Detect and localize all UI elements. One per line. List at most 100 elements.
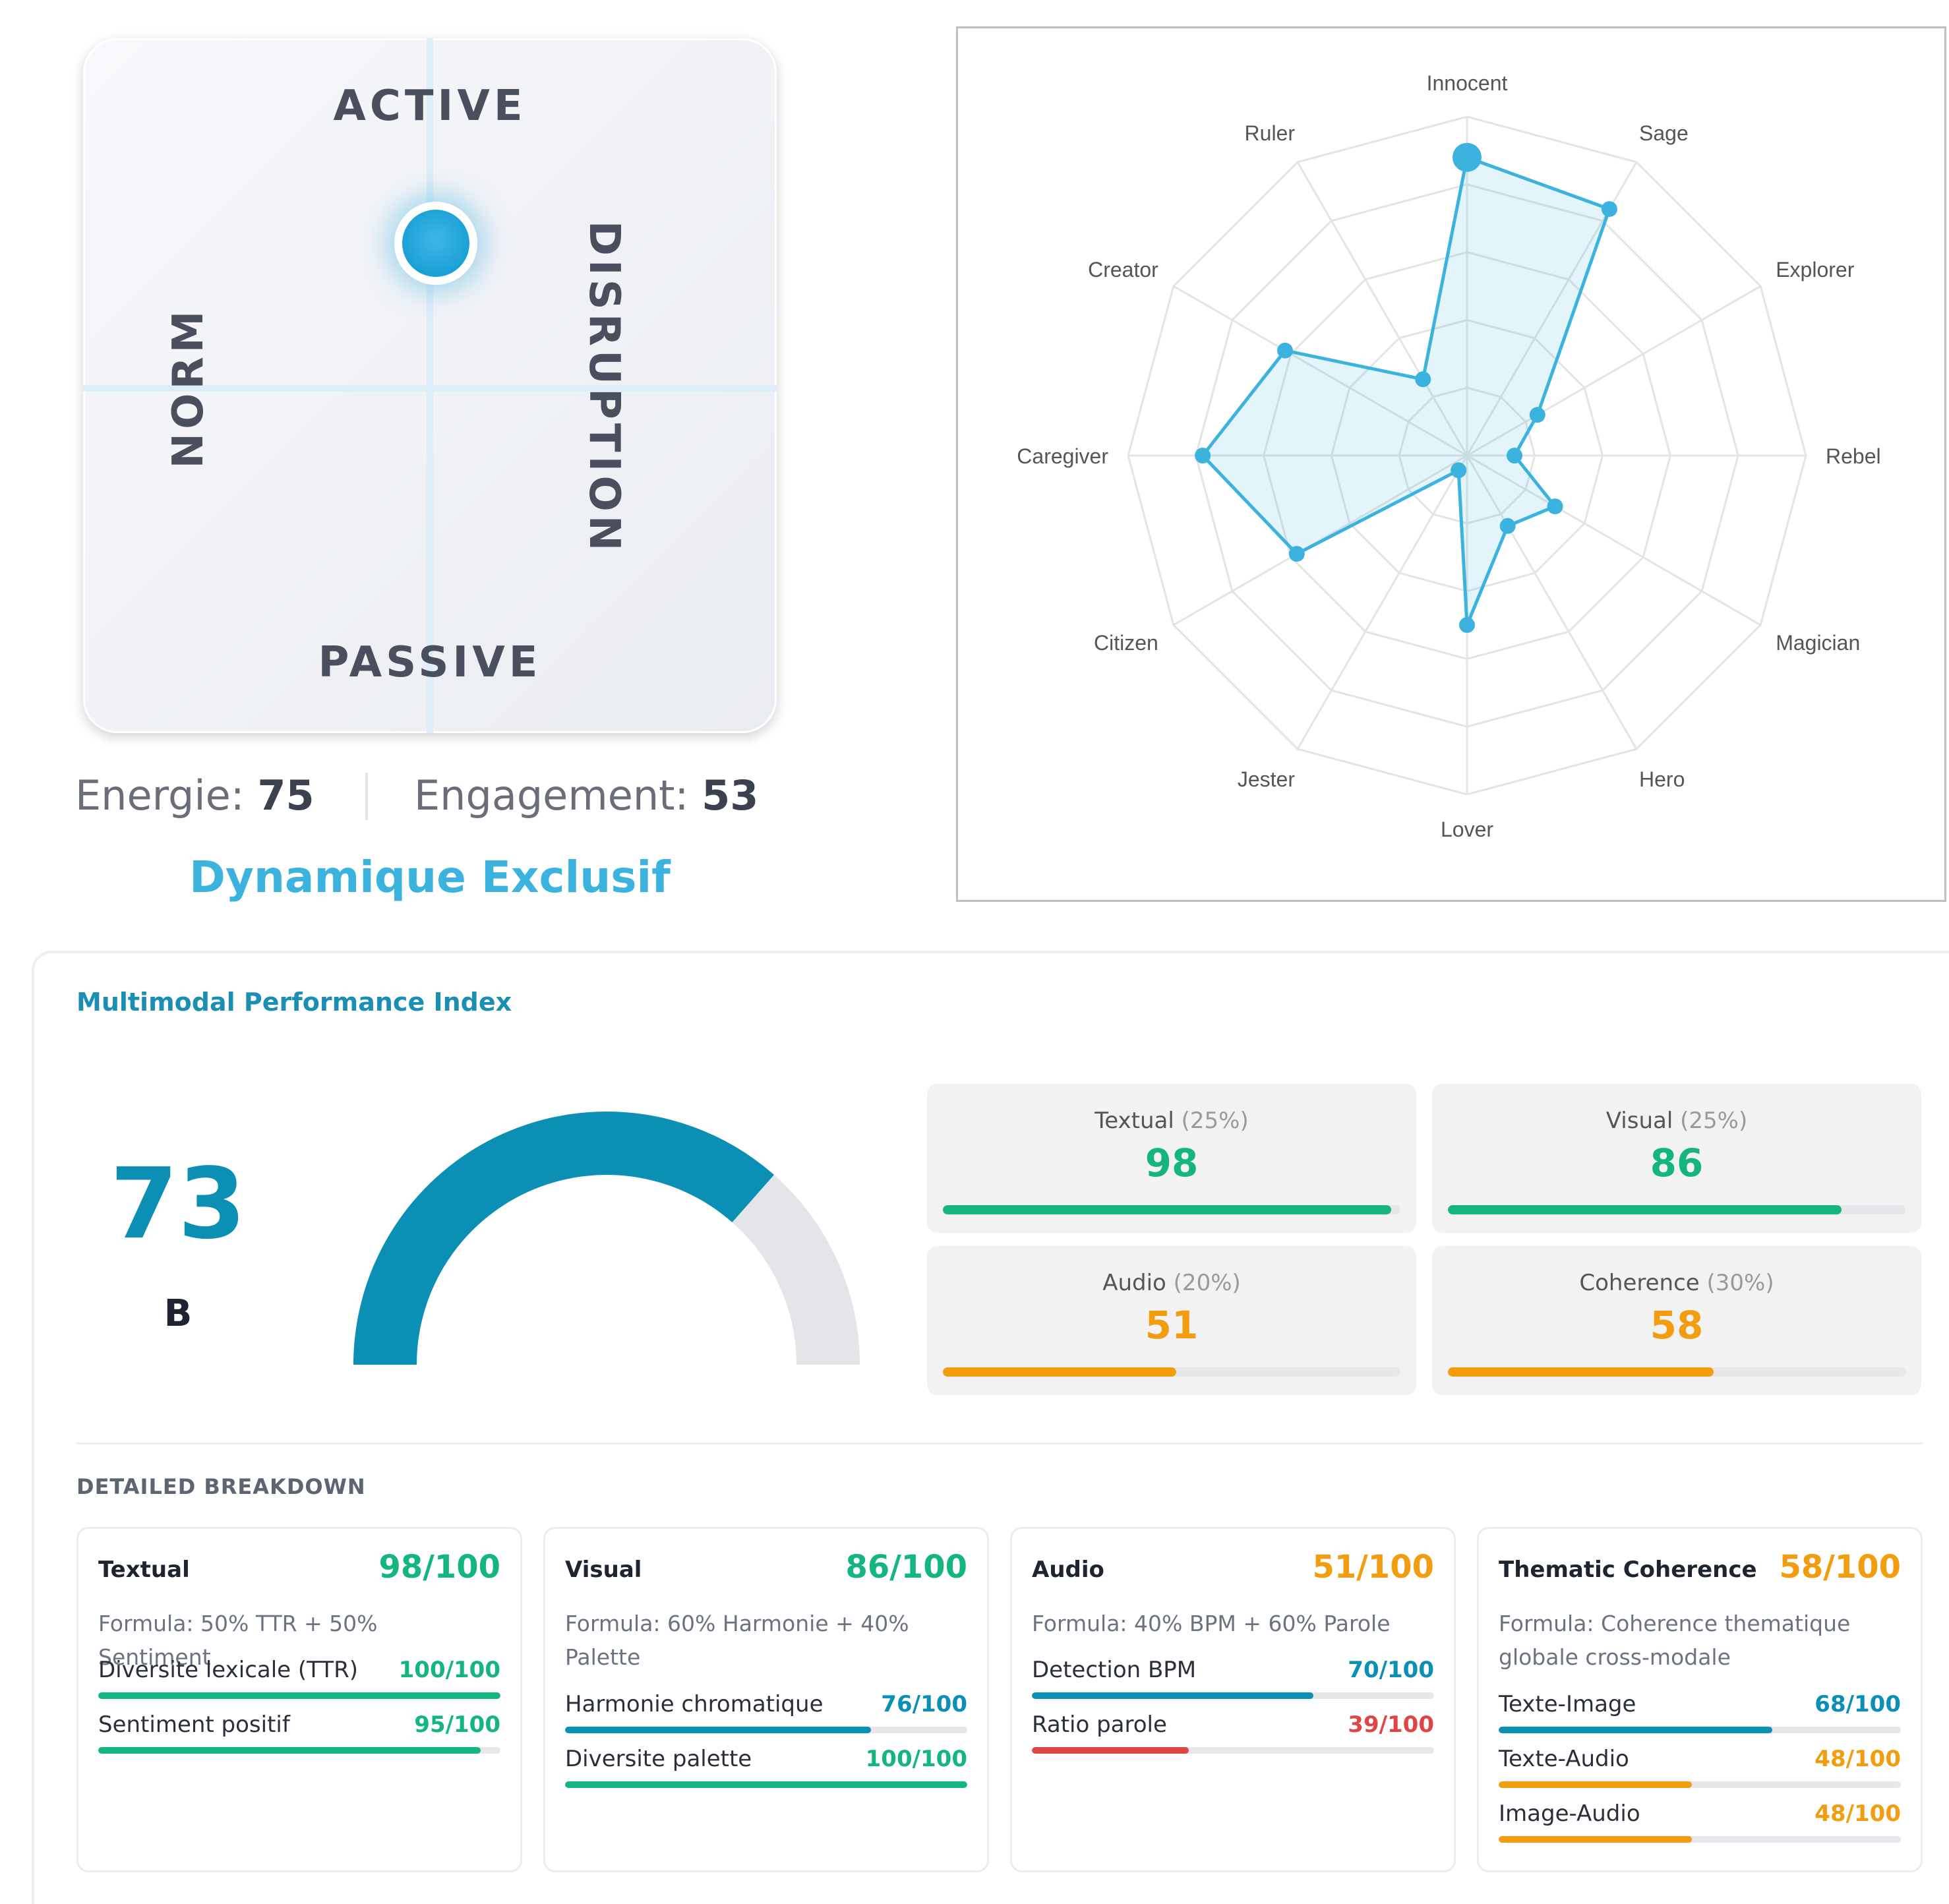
sub-metric-bar-fill [1032,1747,1189,1754]
breakdown-card-thematic-coherence: Thematic Coherence 58/100 Formula: Coher… [1477,1527,1923,1872]
sub-metric-bar-fill [98,1747,481,1754]
breakdown-card-audio: Audio 51/100 Formula: 40% BPM + 60% Paro… [1010,1527,1456,1872]
sub-metric-bar-fill [1499,1836,1692,1843]
score-summary: Energie: 75 Engagement: 53 [75,765,814,831]
radar-spoke [1296,162,1468,456]
sub-metric-bar-fill [1499,1781,1692,1788]
card-formula: Formula: 60% Harmonie + 40% Palette [565,1611,909,1670]
radar-point-rebel [1507,448,1522,463]
metric-name: Coherence [1579,1270,1700,1296]
sub-metric-bar [1499,1727,1901,1733]
sub-metric-value: 100/100 [398,1657,500,1683]
sub-metric-value: 76/100 [881,1691,967,1717]
metric-card-textual: Textual (25%) 98 [927,1084,1416,1233]
sub-metric-value: 100/100 [865,1746,967,1772]
quadrant-label-norm: NORM [164,307,213,469]
position-marker [394,202,477,285]
mpi-title: Multimodal Performance Index [76,988,512,1017]
sub-metric: Diversite lexicale (TTR) 100/100 [98,1657,500,1703]
sub-metric: Texte-Audio 48/100 [1499,1746,1901,1792]
radar-spoke [1296,455,1468,750]
energy-engagement-quadrant: ACTIVE PASSIVE NORM DISRUPTION [83,38,777,733]
sub-metric-bar [98,1747,500,1754]
energy-value: 75 [257,771,315,819]
metric-value: 58 [1650,1303,1704,1348]
radar-point-creator [1277,342,1293,359]
separator [365,773,368,820]
radar-point-hero [1499,518,1516,534]
metric-card-coherence: Coherence (30%) 58 [1432,1246,1921,1395]
sub-metric-value: 39/100 [1348,1711,1434,1738]
sub-metric: Texte-Image 68/100 [1499,1691,1901,1737]
metric-value: 98 [1145,1141,1199,1185]
gauge-fill [353,1112,774,1365]
metric-bar-fill [943,1205,1392,1214]
radar-svg: Innocent Sage Explorer Rebel Magician Hero Lov… [1017,71,1881,841]
radar-point-caregiver [1195,448,1211,463]
engagement-value: 53 [702,771,759,819]
sub-metric: Image-Audio 48/100 [1499,1800,1901,1847]
sub-metric-value: 70/100 [1348,1657,1434,1683]
radar-point-jester [1451,462,1467,479]
radar-label-rebel: Rebel [1826,444,1881,468]
metric-bar [943,1205,1400,1214]
metric-name: Textual [1094,1108,1174,1134]
sub-metric-value: 48/100 [1814,1800,1901,1827]
metric-weight: (20%) [1173,1270,1241,1296]
energy-metric: Energie: 75 [75,771,315,819]
metric-name: Audio [1102,1270,1166,1296]
radar-spoke [1466,454,1761,626]
card-score: 98/100 [378,1549,500,1586]
card-title: Thematic Coherence [1499,1557,1757,1583]
card-title: Audio [1032,1557,1104,1583]
sub-metric-value: 95/100 [414,1711,500,1738]
sub-metric-bar [1499,1836,1901,1843]
sub-metric-bar-fill [565,1781,967,1788]
quadrant-label-disruption: DISRUPTION [580,220,628,555]
radar-label-sage: Sage [1639,121,1689,145]
engagement-label: Engagement: [414,771,689,819]
sub-metric-bar-fill [1499,1727,1772,1733]
radar-label-lover: Lover [1441,818,1493,841]
metric-bar-fill [1448,1367,1714,1377]
metric-bar [1448,1205,1905,1214]
card-title: Visual [565,1557,642,1583]
radar-point-ruler [1415,371,1431,388]
metric-weight: (30%) [1706,1270,1774,1296]
radar-label-innocent: Innocent [1427,71,1508,95]
metric-label: Coherence (30%) [1432,1270,1921,1296]
radar-spoke [1466,285,1761,457]
metric-card-visual: Visual (25%) 86 [1432,1084,1921,1233]
radar-label-hero: Hero [1639,767,1685,791]
breakdown-card-textual: Textual 98/100 Formula: 50% TTR + 50% Se… [76,1527,522,1872]
overall-grade: B [164,1292,193,1335]
sub-metric-name: Harmonie chromatique [565,1691,824,1717]
radar-label-ruler: Ruler [1245,121,1296,145]
sub-metric-bar [1032,1747,1434,1754]
radar-point-innocent [1453,142,1482,172]
sub-metric: Ratio parole 39/100 [1032,1711,1434,1758]
metric-bar-fill [943,1367,1176,1377]
metric-bar-fill [1448,1205,1842,1214]
sub-metric-value: 48/100 [1814,1746,1901,1772]
metric-value: 86 [1650,1141,1704,1185]
score-gauge [353,1112,860,1365]
metric-card-audio: Audio (20%) 51 [927,1246,1416,1395]
radar-label-magician: Magician [1776,631,1860,655]
sub-metric-bar [1032,1692,1434,1699]
radar-point-magician [1547,498,1563,515]
sub-metric-bar [565,1781,967,1788]
sub-metric-name: Ratio parole [1032,1711,1167,1738]
overall-score: 73 [110,1147,246,1261]
section-divider [76,1443,1923,1444]
quadrant-label-active: ACTIVE [333,82,527,131]
metric-weight: (25%) [1181,1108,1249,1134]
sub-metric-value: 68/100 [1814,1691,1901,1717]
radar-point-sage [1601,201,1617,218]
sub-metric-bar-fill [1032,1692,1313,1699]
radar-label-citizen: Citizen [1094,631,1158,655]
sub-metric-bar [98,1692,500,1699]
breakdown-card-visual: Visual 86/100 Formula: 60% Harmonie + 40… [543,1527,989,1872]
sub-metric-name: Sentiment positif [98,1711,290,1738]
radar-label-creator: Creator [1088,258,1158,282]
